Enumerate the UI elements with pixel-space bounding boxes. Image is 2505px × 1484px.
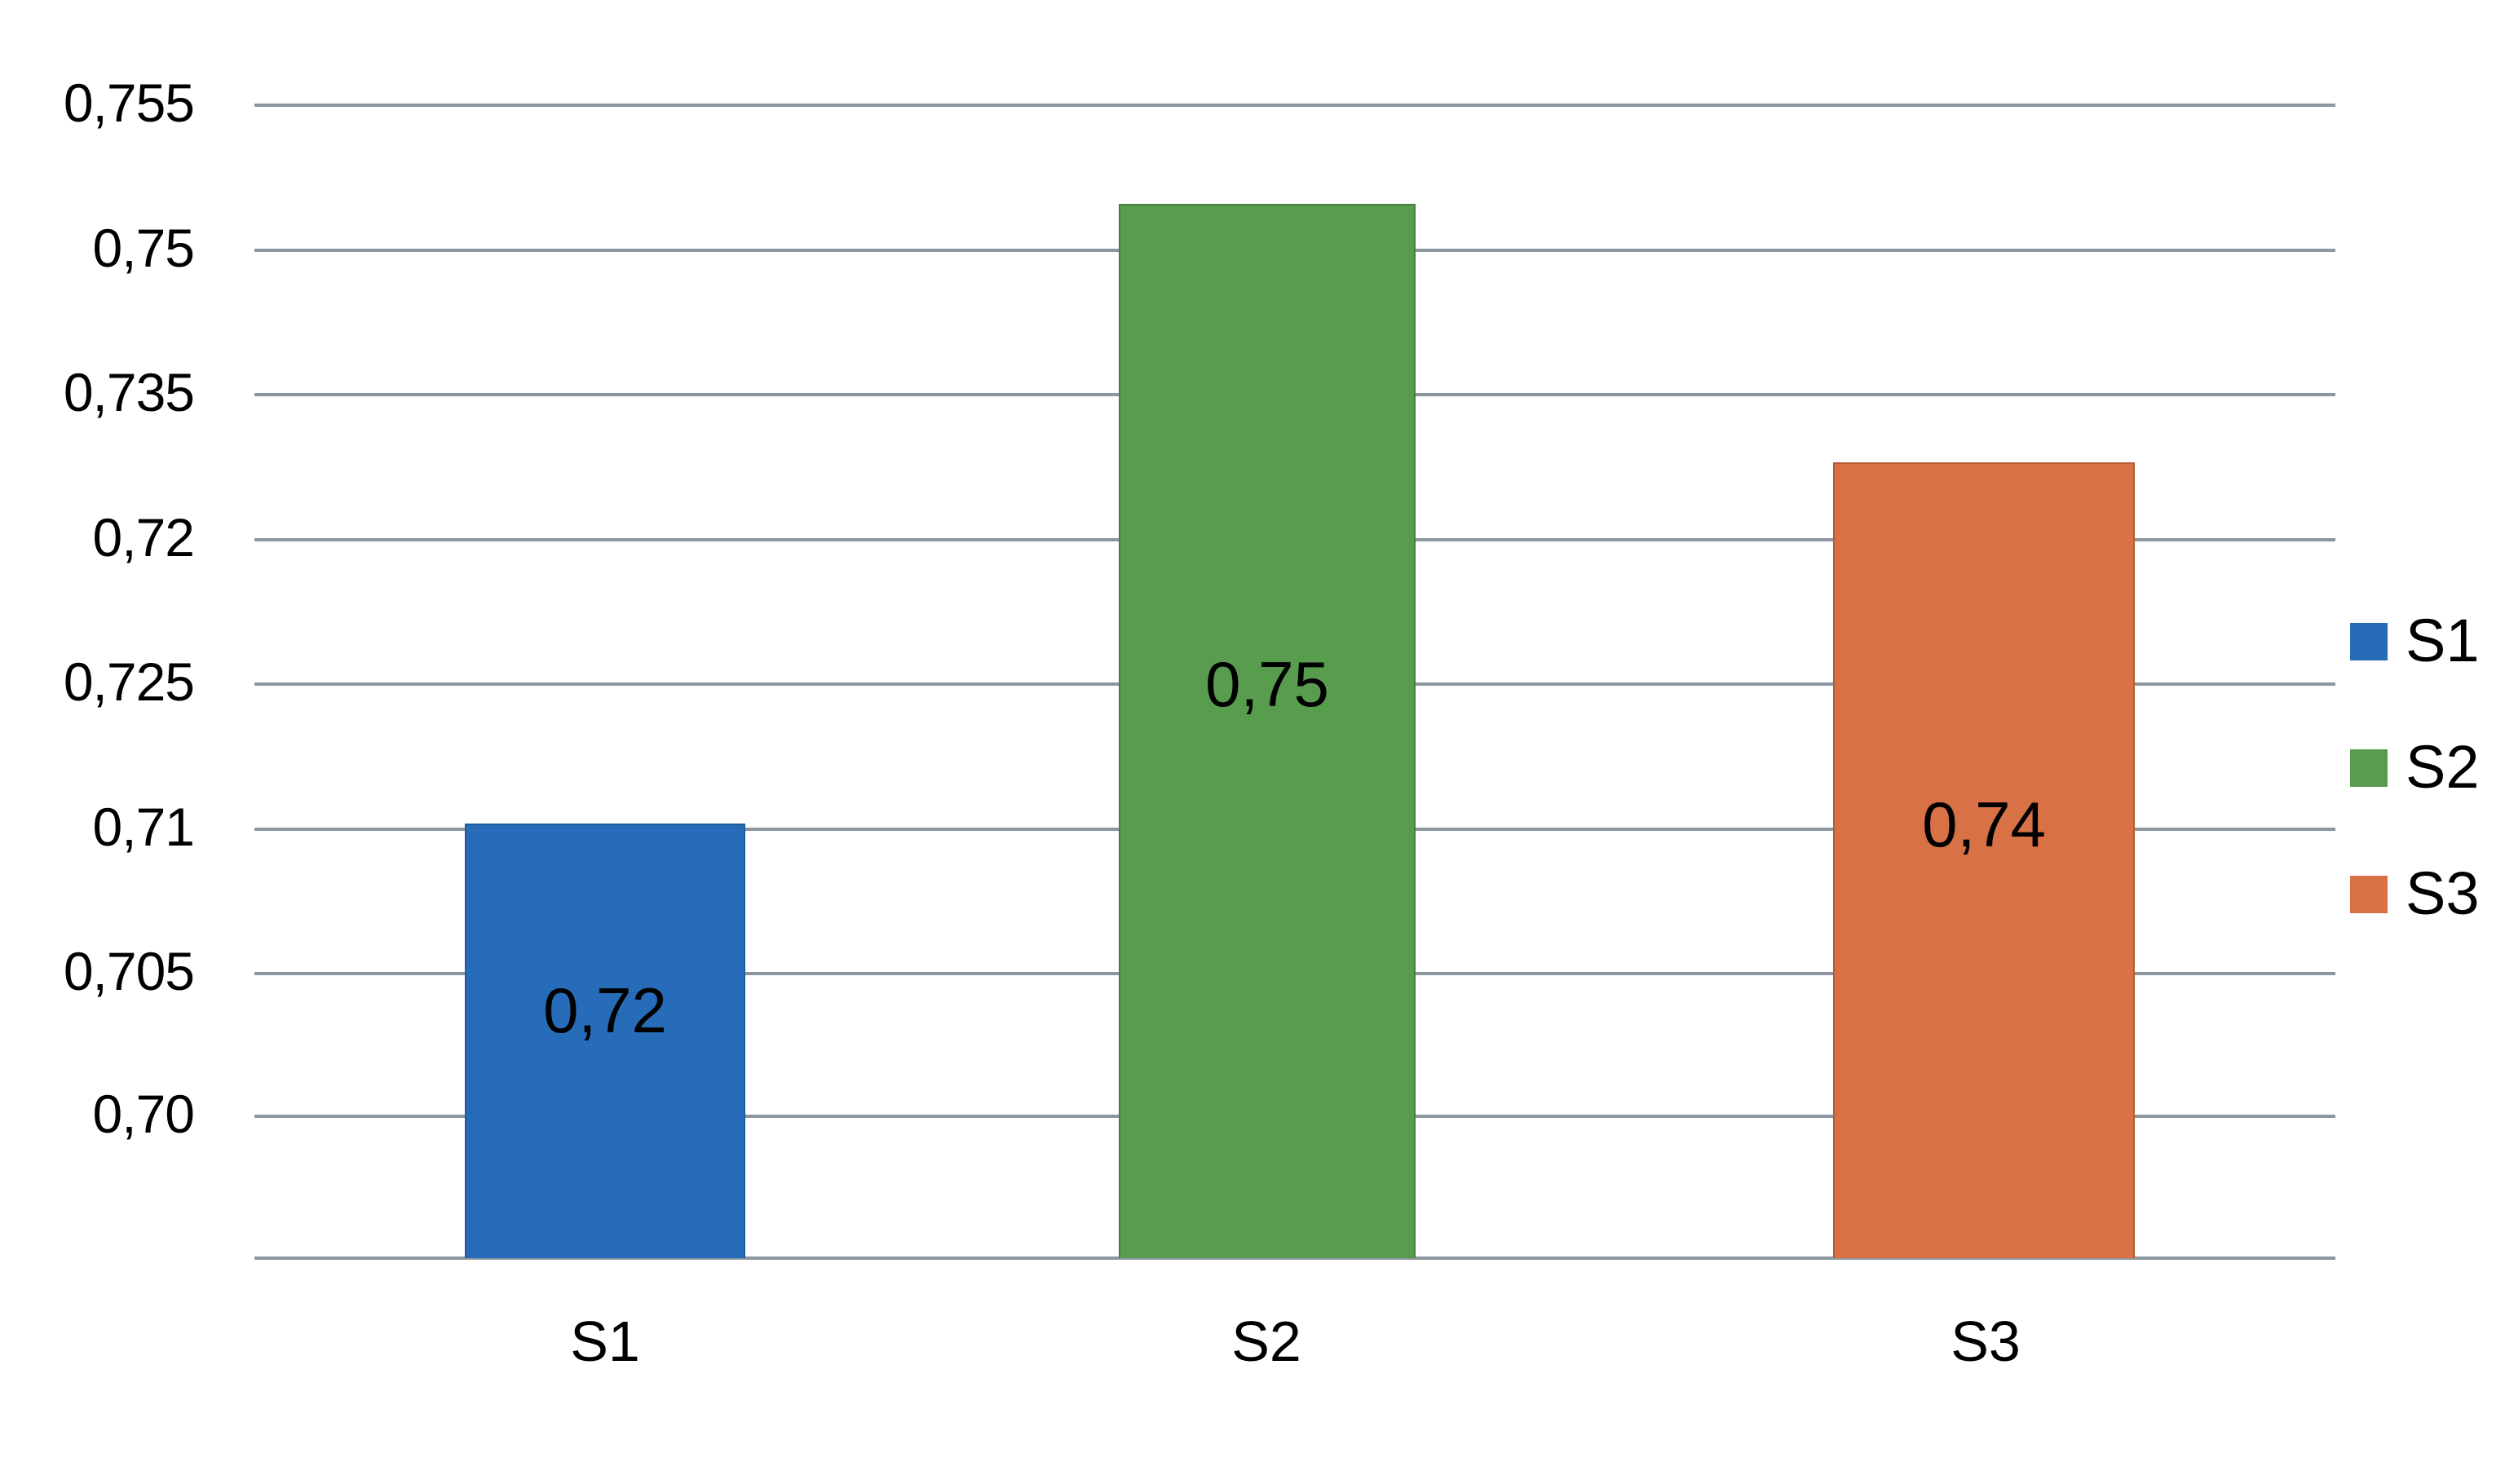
y-tick-label: 0,70 [92, 1084, 195, 1144]
legend-item-s1[interactable]: S1 [2350, 603, 2505, 674]
legend-label: S3 [2406, 859, 2480, 927]
legend-swatch-icon [2350, 749, 2388, 787]
gridline [254, 104, 2335, 107]
x-axis-line [254, 1257, 2335, 1260]
y-tick-label: 0,72 [92, 507, 195, 568]
y-tick-label: 0,75 [92, 218, 195, 278]
data-label-s1: 0,72 [543, 974, 667, 1046]
legend-label: S2 [2406, 733, 2480, 801]
x-tick-label-s2: S2 [1231, 1310, 1301, 1373]
data-label-s3: 0,74 [1922, 788, 2046, 860]
y-tick-label: 0,755 [63, 73, 195, 133]
y-tick-label: 0,725 [63, 651, 195, 712]
legend-item-s2[interactable]: S2 [2350, 730, 2505, 800]
bar-s1: 0,72 [465, 824, 745, 1258]
legend-label: S1 [2406, 607, 2480, 674]
legend-item-s3[interactable]: S3 [2350, 856, 2505, 926]
legend-swatch-icon [2350, 623, 2388, 660]
x-tick-label-s1: S1 [570, 1310, 640, 1373]
x-tick-label-s3: S3 [1951, 1310, 2021, 1373]
data-label-s2: 0,75 [1205, 648, 1329, 720]
legend-swatch-icon [2350, 876, 2388, 913]
y-tick-label: 0,735 [63, 362, 195, 422]
y-tick-label: 0,705 [63, 941, 195, 1001]
bar-s2: 0,75 [1119, 204, 1416, 1258]
y-tick-label: 0,71 [92, 797, 195, 857]
bar-s3: 0,74 [1833, 462, 2135, 1258]
